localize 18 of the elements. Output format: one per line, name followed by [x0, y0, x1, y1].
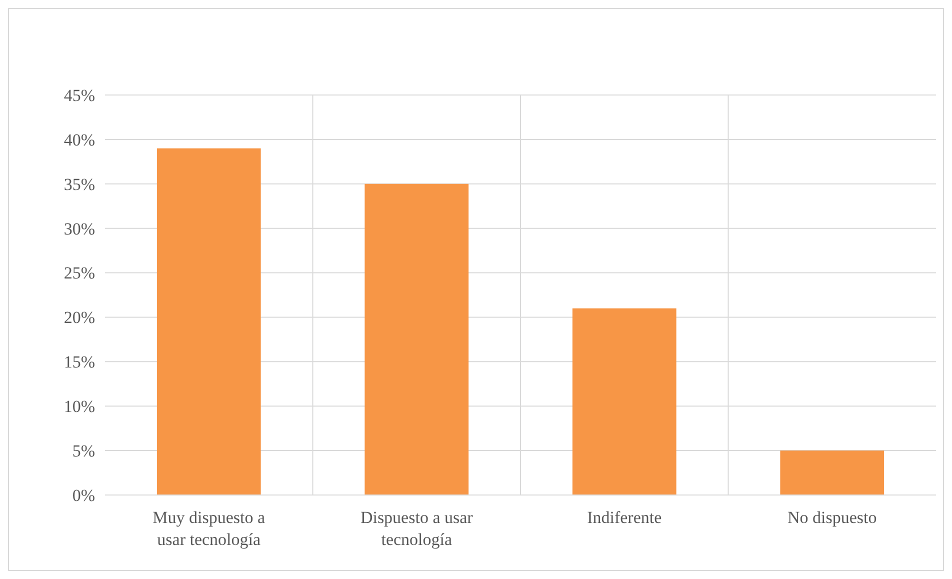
bar — [780, 450, 884, 495]
x-tick-label: Indiferente — [587, 508, 662, 527]
y-tick-label: 20% — [64, 308, 95, 328]
y-tick-label: 40% — [64, 130, 95, 150]
bar — [156, 148, 261, 495]
x-tick-label: Dispuesto a usar tecnología — [360, 508, 474, 549]
y-tick-label: 0% — [72, 486, 95, 505]
x-tick-label: No dispuesto — [788, 508, 877, 527]
y-tick-label: 5% — [72, 442, 95, 461]
y-tick-label: 15% — [64, 352, 95, 372]
y-tick-label: 10% — [64, 397, 95, 416]
bar — [364, 184, 469, 495]
y-tick-label: 45% — [64, 86, 95, 105]
bar — [572, 308, 676, 495]
y-tick-label: 35% — [64, 174, 95, 194]
x-tick-label: Muy dispuesto a usar tecnología — [152, 508, 266, 549]
y-tick-label: 25% — [64, 264, 95, 283]
y-tick-label: 30% — [64, 219, 95, 238]
